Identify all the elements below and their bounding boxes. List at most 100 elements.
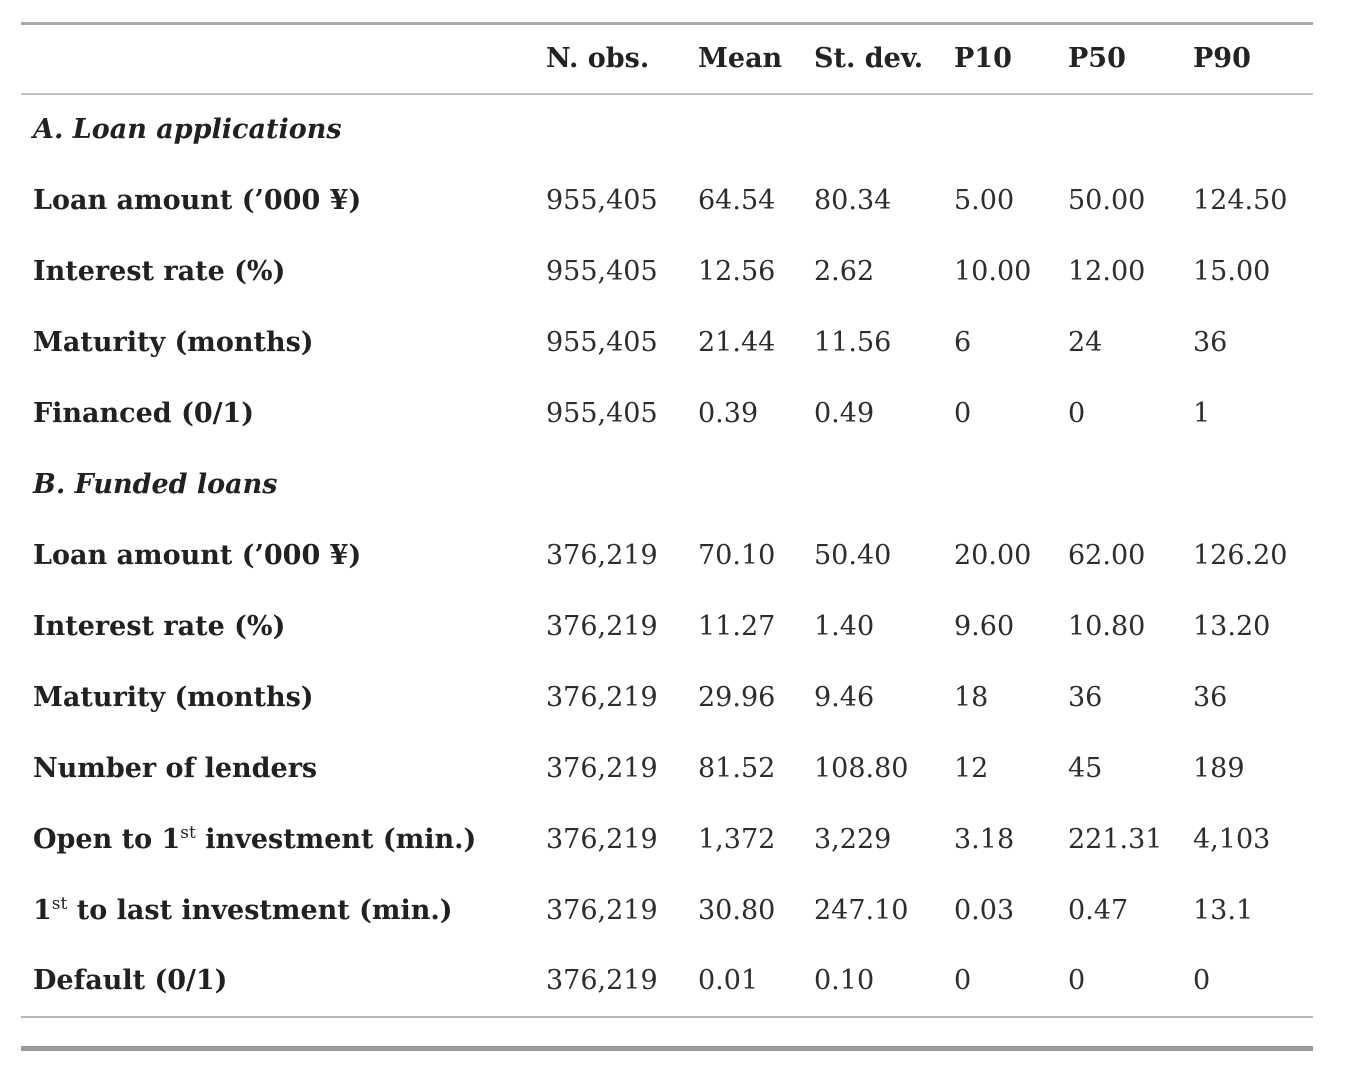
cell-value: 5.00 bbox=[954, 184, 1015, 216]
cell-value: 36 bbox=[1193, 681, 1228, 713]
cell-value: 45 bbox=[1068, 752, 1103, 784]
row-label: Open to 1st investment (min.) bbox=[33, 822, 477, 855]
superscript: st bbox=[180, 822, 196, 843]
section-header: A. Loan applications bbox=[33, 114, 342, 145]
cell-value: 11.56 bbox=[814, 326, 892, 358]
cell-value: 4,103 bbox=[1193, 823, 1271, 855]
cell-value: 70.10 bbox=[698, 539, 776, 571]
row-label: Maturity (months) bbox=[33, 326, 314, 358]
cell-value: 0 bbox=[1193, 965, 1211, 996]
cell-value: 376,219 bbox=[546, 610, 658, 642]
cell-value: 376,219 bbox=[546, 681, 658, 713]
cell-value: 10.80 bbox=[1068, 610, 1146, 642]
summary-statistics-table: N. obs. Mean St. dev. P10 P50 P90 A. Loan app… bbox=[21, 22, 1313, 1018]
cell-value: 30.80 bbox=[698, 894, 776, 926]
row-label: Maturity (months) bbox=[33, 681, 314, 713]
cell-value: 376,219 bbox=[546, 752, 658, 784]
cell-value: 376,219 bbox=[546, 894, 658, 926]
cell-value: 62.00 bbox=[1068, 539, 1146, 571]
cell-value: 0 bbox=[954, 965, 972, 996]
cell-value: 955,405 bbox=[546, 184, 658, 216]
cell-value: 1.40 bbox=[814, 610, 875, 642]
table-bottom-rule bbox=[21, 1046, 1313, 1051]
row-label: Interest rate (%) bbox=[33, 255, 286, 287]
row-label: Default (0/1) bbox=[33, 965, 228, 996]
table-row: Financed (0/1) 955,405 0.39 0.49 0 0 1 bbox=[21, 378, 1313, 449]
cell-value: 12.00 bbox=[1068, 255, 1146, 287]
table-row: 1st to last investment (min.) 376,219 30.8… bbox=[21, 875, 1313, 946]
cell-value: 20.00 bbox=[954, 539, 1032, 571]
cell-value: 11.27 bbox=[698, 610, 776, 642]
cell-value: 376,219 bbox=[546, 965, 658, 996]
table-row: Maturity (months) 376,219 29.96 9.46 18 36 36 bbox=[21, 662, 1313, 733]
cell-value: 0.49 bbox=[814, 397, 875, 429]
column-header: P50 bbox=[1068, 43, 1126, 75]
cell-value: 126.20 bbox=[1193, 539, 1288, 571]
cell-value: 13.1 bbox=[1193, 894, 1254, 926]
row-label: Interest rate (%) bbox=[33, 610, 286, 642]
cell-value: 36 bbox=[1068, 681, 1103, 713]
cell-value: 108.80 bbox=[814, 752, 909, 784]
cell-value: 81.52 bbox=[698, 752, 776, 784]
table-row: Number of lenders 376,219 81.52 108.80 12 45 1… bbox=[21, 733, 1313, 804]
cell-value: 0.03 bbox=[954, 894, 1015, 926]
cell-value: 15.00 bbox=[1193, 255, 1271, 287]
cell-value: 0 bbox=[1068, 397, 1086, 429]
cell-value: 36 bbox=[1193, 326, 1228, 358]
cell-value: 1 bbox=[1193, 397, 1211, 429]
table-row: Loan amount (’000 ¥) 955,405 64.54 80.34 5.0… bbox=[21, 165, 1313, 236]
column-header: St. dev. bbox=[814, 43, 924, 75]
cell-value: 50.00 bbox=[1068, 184, 1146, 216]
cell-value: 0.10 bbox=[814, 965, 875, 996]
cell-value: 0.39 bbox=[698, 397, 759, 429]
cell-value: 10.00 bbox=[954, 255, 1032, 287]
column-header: Mean bbox=[698, 43, 783, 75]
cell-value: 376,219 bbox=[546, 539, 658, 571]
cell-value: 955,405 bbox=[546, 326, 658, 358]
header-row: N. obs. Mean St. dev. P10 P50 P90 bbox=[21, 23, 1313, 94]
cell-value: 0.47 bbox=[1068, 894, 1129, 926]
row-label: Number of lenders bbox=[33, 752, 318, 784]
section-header-row: B. Funded loans bbox=[21, 449, 1313, 520]
superscript: st bbox=[51, 893, 68, 914]
cell-value: 0 bbox=[1068, 965, 1086, 996]
cell-value: 18 bbox=[954, 681, 989, 713]
cell-value: 1,372 bbox=[698, 823, 776, 855]
cell-value: 9.60 bbox=[954, 610, 1015, 642]
row-label: Financed (0/1) bbox=[33, 397, 255, 429]
cell-value: 29.96 bbox=[698, 681, 776, 713]
cell-value: 80.34 bbox=[814, 184, 892, 216]
table-row: Maturity (months) 955,405 21.44 11.56 6 24 36 bbox=[21, 307, 1313, 378]
cell-value: 221.31 bbox=[1068, 823, 1163, 855]
table-row: Interest rate (%) 955,405 12.56 2.62 10.00 12… bbox=[21, 236, 1313, 307]
column-header: N. obs. bbox=[546, 43, 650, 75]
cell-value: 376,219 bbox=[546, 823, 658, 855]
column-header: P90 bbox=[1193, 43, 1251, 75]
cell-value: 124.50 bbox=[1193, 184, 1288, 216]
cell-value: 3,229 bbox=[814, 823, 892, 855]
cell-value: 189 bbox=[1193, 752, 1245, 784]
table-row: Open to 1st investment (min.) 376,219 1,37… bbox=[21, 804, 1313, 875]
cell-value: 9.46 bbox=[814, 681, 875, 713]
row-label: 1st to last investment (min.) bbox=[33, 893, 453, 926]
cell-value: 12.56 bbox=[698, 255, 776, 287]
table-row: Loan amount (’000 ¥) 376,219 70.10 50.40 20.… bbox=[21, 520, 1313, 591]
cell-value: 13.20 bbox=[1193, 610, 1271, 642]
table-row: Interest rate (%) 376,219 11.27 1.40 9.60 10.… bbox=[21, 591, 1313, 662]
cell-value: 955,405 bbox=[546, 255, 658, 287]
cell-value: 64.54 bbox=[698, 184, 776, 216]
cell-value: 2.62 bbox=[814, 255, 875, 287]
column-header: P10 bbox=[954, 43, 1012, 75]
cell-value: 21.44 bbox=[698, 326, 776, 358]
row-label: Loan amount (’000 ¥) bbox=[33, 539, 362, 571]
cell-value: 12 bbox=[954, 752, 989, 784]
row-label: Loan amount (’000 ¥) bbox=[33, 184, 362, 216]
table-row: Default (0/1) 376,219 0.01 0.10 0 0 0 bbox=[21, 946, 1313, 1017]
row-label-column-header bbox=[21, 24, 535, 94]
cell-value: 3.18 bbox=[954, 823, 1015, 855]
cell-value: 0 bbox=[954, 397, 972, 429]
section-header: B. Funded loans bbox=[33, 468, 278, 500]
section-header-row: A. Loan applications bbox=[21, 94, 1313, 165]
cell-value: 955,405 bbox=[546, 397, 658, 429]
